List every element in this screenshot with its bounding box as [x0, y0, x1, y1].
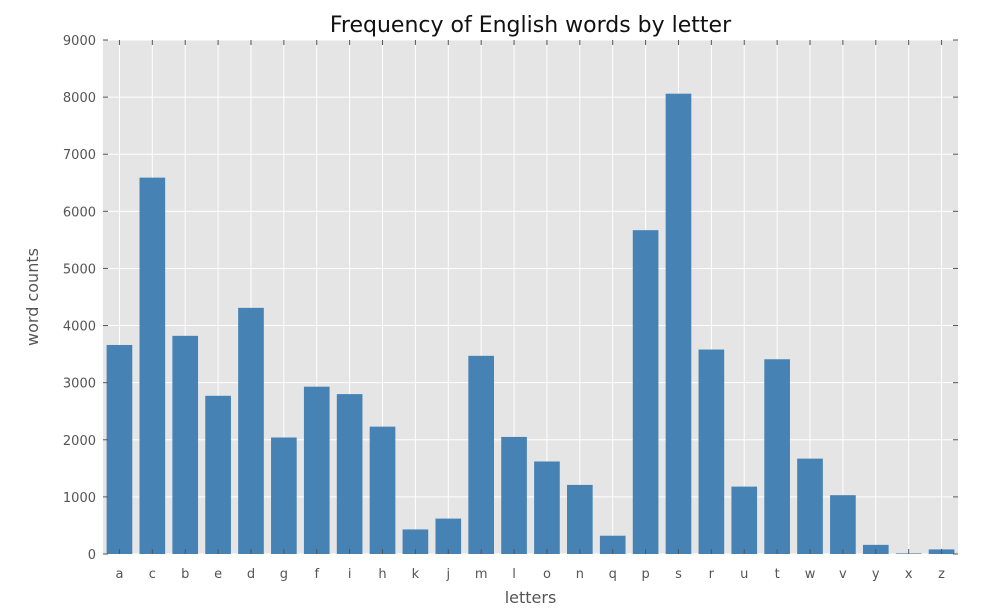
bar-v: [830, 495, 856, 554]
x-tick-label: n: [576, 567, 584, 582]
y-tick-label: 3000: [63, 377, 96, 392]
y-tick-label: 2000: [63, 434, 96, 449]
x-tick-label: w: [805, 567, 816, 582]
bar-g: [271, 437, 297, 554]
bar-m: [468, 355, 494, 554]
bar-d: [238, 307, 264, 554]
y-tick-label: 6000: [63, 205, 96, 220]
bar-a: [106, 344, 133, 554]
y-axis-label: word counts: [23, 248, 42, 346]
bar-h: [369, 426, 396, 554]
y-tick-label: 4000: [63, 320, 96, 335]
bar-c: [139, 177, 166, 555]
x-tick-label: q: [609, 567, 617, 582]
bar-s: [665, 93, 692, 554]
chart-title: Frequency of English words by letter: [330, 13, 732, 38]
x-tick-label: e: [214, 567, 222, 582]
y-tick-label: 1000: [63, 491, 96, 506]
bar-q: [599, 535, 626, 554]
x-tick-label: d: [247, 567, 255, 582]
bar-w: [797, 458, 823, 554]
x-tick-label: c: [149, 567, 156, 582]
x-tick-label: b: [181, 567, 189, 582]
bar-p: [632, 230, 659, 554]
y-tick-labels: 0 1000 2000 3000 4000 5000 6000 7000 8000 9000: [63, 34, 96, 563]
x-tick-label: a: [115, 567, 123, 582]
y-tick-label: 5000: [63, 262, 96, 277]
bar-r: [698, 349, 725, 554]
y-tick-label: 0: [88, 548, 96, 563]
bar-l: [501, 436, 527, 554]
x-tick-label: o: [543, 567, 551, 582]
x-tick-label: z: [938, 567, 945, 582]
x-tick-label: m: [475, 567, 488, 582]
x-tick-label: t: [775, 567, 780, 582]
x-axis-label: letters: [505, 588, 557, 607]
bar-e: [205, 395, 231, 554]
plot-background: [103, 40, 958, 554]
bar-t: [764, 359, 790, 554]
x-tick-label: x: [905, 567, 913, 582]
y-tick-label: 7000: [63, 148, 96, 163]
bar-o: [534, 461, 560, 554]
bar-u: [731, 486, 758, 554]
bar-b: [172, 335, 199, 554]
bar-f: [303, 386, 330, 554]
bars: [106, 93, 955, 555]
x-tick-label: k: [412, 567, 420, 582]
y-tick-label: 9000: [63, 34, 96, 49]
x-tick-label: r: [709, 567, 715, 582]
y-tick-label: 8000: [63, 91, 96, 106]
x-tick-label: j: [445, 567, 450, 582]
x-tick-label: g: [280, 567, 288, 582]
bar-i: [336, 394, 363, 554]
bar-n: [567, 484, 593, 554]
x-tick-label: s: [675, 567, 682, 582]
axis-ticks: [103, 39, 958, 555]
x-tick-label: f: [314, 567, 319, 582]
x-tick-label: y: [872, 567, 880, 582]
x-tick-label: v: [839, 567, 847, 582]
x-tick-label: p: [641, 567, 649, 582]
x-tick-label: h: [378, 567, 386, 582]
bar-j: [435, 518, 462, 554]
x-tick-label: i: [348, 567, 352, 582]
x-tick-label: l: [512, 567, 516, 582]
x-tick-label: u: [740, 567, 748, 582]
